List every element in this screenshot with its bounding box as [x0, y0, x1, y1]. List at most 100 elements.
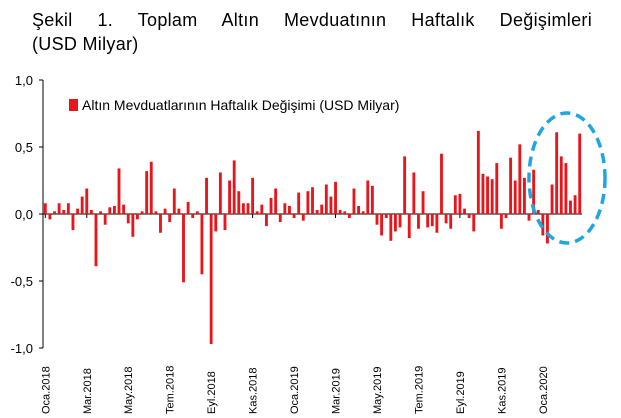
- bar: [260, 204, 264, 214]
- bar: [486, 176, 489, 214]
- bar: [467, 214, 471, 219]
- bar: [57, 203, 61, 214]
- bar: [218, 172, 222, 214]
- bar: [71, 214, 75, 231]
- bar: [490, 179, 494, 214]
- x-tick-label: May.2018: [123, 367, 135, 415]
- x-tick-label: Kas.2019: [496, 368, 508, 414]
- bar: [278, 214, 282, 223]
- x-tick-label: Oca.2018: [40, 366, 52, 414]
- bar: [315, 209, 319, 214]
- bar: [324, 184, 328, 214]
- y-tick-label: 0,5: [15, 140, 33, 155]
- bar: [149, 161, 153, 214]
- bar: [205, 177, 208, 214]
- bar: [499, 214, 503, 229]
- bar: [255, 211, 259, 214]
- bar: [186, 201, 190, 214]
- bar: [338, 209, 342, 214]
- bar: [168, 214, 172, 223]
- bar: [573, 195, 577, 214]
- bar: [550, 184, 554, 214]
- bar: [370, 185, 374, 214]
- bar: [375, 214, 379, 225]
- bar: [140, 211, 144, 214]
- y-tick-label: -1,0: [11, 341, 33, 356]
- chart-title-line1: Şekil 1. Toplam Altın Mevduatının Haftal…: [32, 10, 592, 30]
- bar: [559, 156, 563, 214]
- bar: [509, 157, 513, 214]
- bar: [320, 204, 324, 214]
- bar: [274, 188, 278, 214]
- bar: [412, 172, 416, 214]
- bar: [343, 211, 347, 214]
- chart-title: Şekil 1. Toplam Altın Mevduatının Haftal…: [32, 8, 592, 56]
- bar: [269, 197, 273, 214]
- x-tick-label: Tem.2019: [413, 366, 425, 414]
- bar: [518, 144, 522, 214]
- y-tick-label: -0,5: [11, 274, 33, 289]
- bar: [546, 214, 549, 244]
- bar: [541, 214, 545, 236]
- bar: [357, 205, 360, 214]
- bar: [407, 214, 411, 239]
- bar: [177, 208, 181, 214]
- x-tick-label: Kas.2018: [248, 368, 260, 414]
- bar: [251, 177, 255, 214]
- bar: [555, 132, 559, 214]
- bar: [435, 214, 439, 233]
- bar: [564, 163, 568, 214]
- bar: [53, 211, 56, 214]
- bar: [154, 211, 158, 214]
- bar: [458, 193, 462, 214]
- bar: [513, 180, 517, 214]
- bar: [288, 205, 291, 214]
- bar: [122, 204, 126, 214]
- bar: [85, 188, 89, 214]
- bar: [361, 211, 365, 214]
- bar: [159, 214, 162, 233]
- chart-title-line2: (USD Milyar): [32, 34, 139, 54]
- legend-swatch: [69, 99, 78, 111]
- bar: [481, 173, 485, 214]
- bar: [126, 214, 130, 224]
- bar: [112, 205, 116, 214]
- bar: [421, 191, 425, 214]
- bar: [403, 156, 407, 214]
- bars-group: [43, 130, 582, 344]
- bar: [532, 169, 536, 214]
- bar: [504, 214, 508, 219]
- bar: [527, 214, 531, 221]
- bar: [430, 214, 434, 227]
- bar: [472, 214, 476, 232]
- bar: [352, 188, 356, 214]
- bar: [182, 214, 185, 283]
- bar: [103, 214, 107, 225]
- bar: [463, 208, 466, 214]
- bar: [223, 214, 227, 231]
- bar: [246, 203, 250, 214]
- bar: [347, 214, 351, 219]
- bar: [440, 153, 443, 214]
- x-tick-label: Mar.2018: [82, 368, 94, 414]
- bar: [366, 180, 370, 214]
- bar: [398, 214, 402, 228]
- bar: [241, 203, 245, 214]
- bar: [172, 188, 176, 214]
- bar: [136, 214, 139, 220]
- bar: [283, 203, 287, 214]
- bar: [297, 192, 301, 214]
- bar: [444, 214, 448, 224]
- x-tick-label: Oca.2020: [538, 366, 550, 414]
- x-tick-label: Oca.2019: [289, 366, 301, 414]
- bar: [453, 195, 457, 214]
- bar: [191, 214, 195, 219]
- bar: [306, 191, 310, 214]
- bar: [384, 214, 388, 219]
- bar: [131, 214, 135, 237]
- bar: [163, 208, 167, 214]
- bar: [265, 214, 268, 227]
- bar: [62, 209, 66, 214]
- bar: [495, 163, 499, 214]
